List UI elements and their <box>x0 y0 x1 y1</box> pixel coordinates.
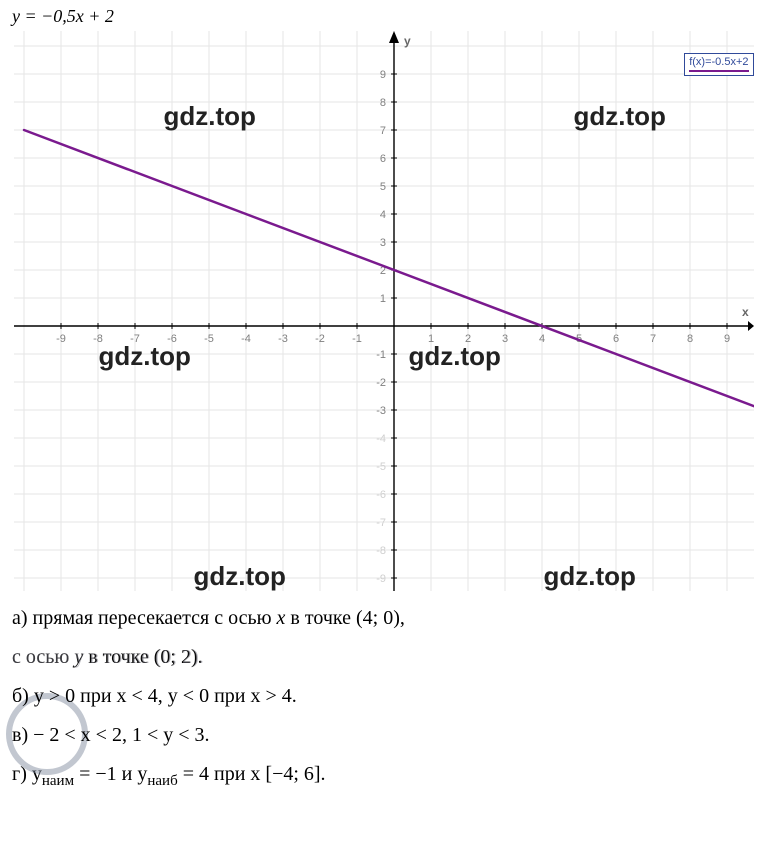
answer-v: в) − 2 < x < 2, 1 < y < 3. <box>12 722 755 749</box>
text: в точке (4; 0), <box>285 607 404 629</box>
svg-text:-8: -8 <box>93 333 103 345</box>
svg-text:4: 4 <box>379 209 385 221</box>
text: г) y <box>12 763 42 785</box>
svg-text:8: 8 <box>379 97 385 109</box>
svg-text:-5: -5 <box>376 461 386 473</box>
svg-text:7: 7 <box>379 125 385 137</box>
subscript: наим <box>42 773 74 789</box>
text-italic: y <box>74 646 83 668</box>
svg-text:1: 1 <box>379 293 385 305</box>
svg-text:8: 8 <box>686 333 692 345</box>
answers-block: а) прямая пересекается с осью x в точке … <box>12 605 755 791</box>
answer-g: г) yнаим = −1 и yнаиб = 4 при x [−4; 6]. <box>12 761 755 791</box>
text: = 4 при x [−4; 6]. <box>178 763 326 785</box>
svg-text:-9: -9 <box>376 573 386 585</box>
answer-b: б) y > 0 при x < 4, y < 0 при x > 4. <box>12 683 755 710</box>
svg-text:9: 9 <box>379 69 385 81</box>
text: б) y > 0 при x < 4, y < 0 при x > 4. <box>12 685 297 707</box>
svg-text:3: 3 <box>379 237 385 249</box>
text: в) − 2 < x < 2, 1 < y < 3. <box>12 724 210 746</box>
text: а) прямая пересекается с осью <box>12 607 277 629</box>
equation-formula: y = −0,5x + 2 <box>12 6 755 27</box>
svg-text:-7: -7 <box>130 333 140 345</box>
svg-text:3: 3 <box>501 333 507 345</box>
legend-text: f(x)=-0.5x+2 <box>689 56 748 68</box>
answer-a-line2: с осью у в точке (0; 2). с осью y в точк… <box>12 644 755 671</box>
chart-legend: f(x)=-0.5x+2 <box>684 53 753 76</box>
svg-text:6: 6 <box>612 333 618 345</box>
svg-text:-1: -1 <box>376 349 386 361</box>
svg-text:-5: -5 <box>204 333 214 345</box>
svg-text:2: 2 <box>464 333 470 345</box>
chart-container: -9 -8 -7 -6 -5 -4 -3 -2 -1 1 2 3 4 5 6 7 8 9 -9 -8 -7 -6 -5 -4 -… <box>14 31 754 591</box>
svg-text:5: 5 <box>379 181 385 193</box>
chart-svg: -9 -8 -7 -6 -5 -4 -3 -2 -1 1 2 3 4 5 6 7 8 9 -9 -8 -7 -6 -5 -4 -… <box>14 31 754 591</box>
svg-text:-6: -6 <box>376 489 386 501</box>
svg-text:-3: -3 <box>278 333 288 345</box>
svg-text:6: 6 <box>379 153 385 165</box>
svg-text:7: 7 <box>649 333 655 345</box>
svg-text:4: 4 <box>538 333 544 345</box>
svg-text:-4: -4 <box>241 333 251 345</box>
svg-text:-2: -2 <box>315 333 325 345</box>
subscript: наиб <box>147 773 177 789</box>
svg-text:-3: -3 <box>376 405 386 417</box>
svg-text:1: 1 <box>427 333 433 345</box>
svg-text:-2: -2 <box>376 377 386 389</box>
legend-line-sample <box>689 70 748 72</box>
svg-text:-1: -1 <box>352 333 362 345</box>
svg-text:x: x <box>742 305 749 319</box>
text: = −1 и y <box>74 763 147 785</box>
svg-text:-6: -6 <box>167 333 177 345</box>
svg-text:-9: -9 <box>56 333 66 345</box>
svg-text:-4: -4 <box>376 433 386 445</box>
text: с осью <box>12 646 74 668</box>
svg-text:-8: -8 <box>376 545 386 557</box>
svg-text:-7: -7 <box>376 517 386 529</box>
text: в точке (0; 2). <box>83 646 202 668</box>
svg-text:9: 9 <box>723 333 729 345</box>
answer-a: а) прямая пересекается с осью x в точке … <box>12 605 755 632</box>
svg-text:y: y <box>404 34 411 48</box>
